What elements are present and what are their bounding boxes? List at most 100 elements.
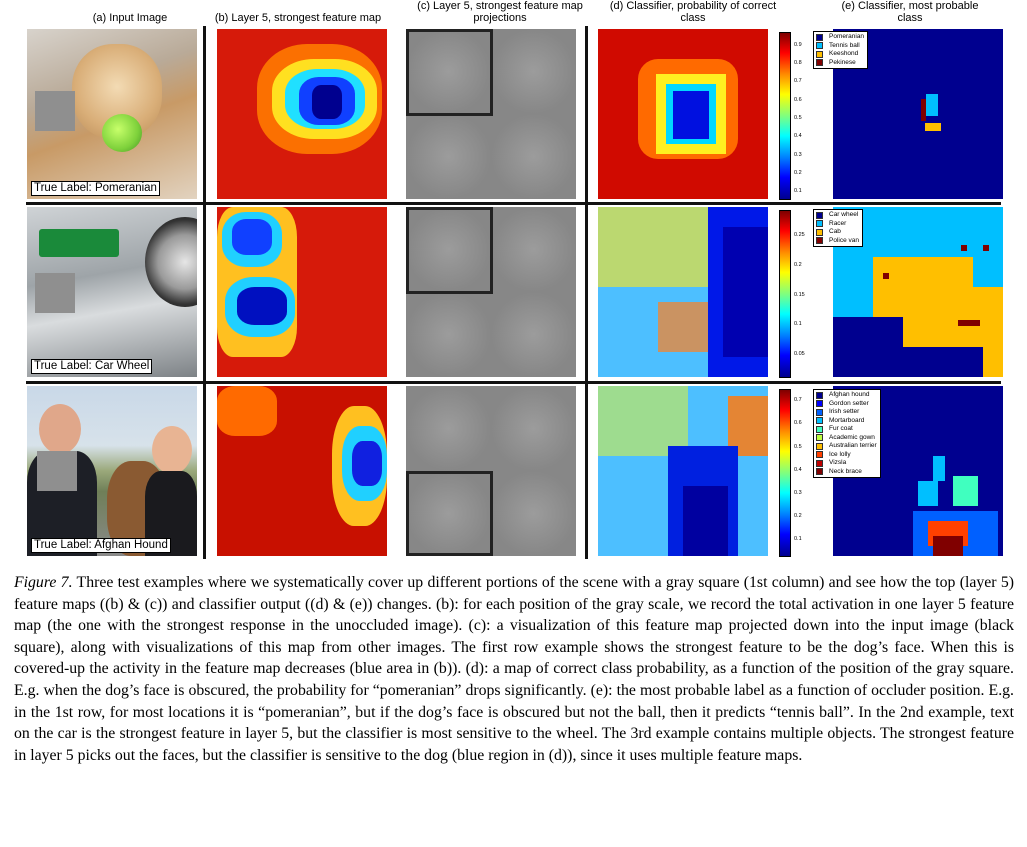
colorbar-tick: 0.2 — [794, 513, 802, 519]
figure-caption: Figure 7. Three test examples where we s… — [14, 572, 1014, 766]
separator-right — [585, 26, 588, 559]
class-region-police — [983, 245, 989, 251]
projection-cell — [406, 207, 491, 292]
column-header-input-image: (a) Input Image — [92, 12, 168, 24]
projection-cell — [491, 207, 576, 292]
probability-map-d — [598, 207, 768, 377]
prob-yellow — [598, 207, 718, 287]
legend-item: Fur coat — [816, 425, 877, 434]
legend-item: Tennis ball — [816, 42, 864, 51]
projection-highlight-box — [406, 207, 493, 294]
legend-row3: Afghan hound Gordon setter Irish setter … — [813, 389, 881, 478]
colorbar-tick: 0.5 — [794, 115, 802, 121]
legend-swatch — [816, 417, 823, 425]
legend-swatch — [816, 220, 823, 228]
separator-left — [203, 26, 206, 559]
prob-darkblue — [723, 227, 768, 357]
colorbar-tick: 0.05 — [794, 351, 805, 357]
true-label: True Label: Afghan Hound — [31, 538, 171, 553]
occluder-square — [37, 451, 77, 491]
colorbar-row3 — [779, 389, 791, 557]
projection-cell — [491, 386, 576, 471]
class-region-police — [883, 273, 889, 279]
column-header-correct-class-prob: (d) Classifier, probability of correct c… — [609, 0, 777, 24]
projections-c — [406, 29, 576, 199]
column-header-projections: (c) Layer 5, strongest feature map proje… — [417, 0, 583, 24]
input-image-pomeranian: True Label: Pomeranian — [27, 29, 197, 199]
class-blob — [921, 99, 926, 121]
legend-item: Vizsla — [816, 459, 877, 468]
legend-row1: Pomeranian Tennis ball Keeshond Pekinese — [813, 31, 869, 69]
colorbar-tick: 0.1 — [794, 536, 802, 542]
column-header-feature-map: (b) Layer 5, strongest feature map — [214, 12, 382, 24]
feature-map-b — [217, 386, 387, 556]
class-blob — [933, 536, 963, 556]
legend-swatch — [816, 408, 823, 416]
legend-item: Afghan hound — [816, 391, 877, 400]
colorbar-tick: 0.1 — [794, 188, 802, 194]
true-label: True Label: Pomeranian — [31, 181, 160, 196]
class-map-e — [833, 207, 1003, 377]
colorbar-row2 — [779, 210, 791, 378]
legend-item: Ice lolly — [816, 451, 877, 460]
legend-swatch — [816, 451, 823, 459]
tennis-ball — [102, 114, 142, 152]
prob-yellow — [598, 386, 688, 456]
feature-map-b — [217, 207, 387, 377]
prob-darkblue — [683, 486, 728, 556]
projections-c — [406, 386, 576, 556]
feature-map-b — [217, 29, 387, 199]
prob-blue — [673, 91, 709, 139]
legend-row2: Car wheel Racer Cab Police van — [813, 209, 863, 247]
colorbar-tick: 0.25 — [794, 232, 805, 238]
legend-swatch — [816, 442, 823, 450]
colorbar-tick: 0.3 — [794, 152, 802, 158]
projection-cell — [406, 471, 491, 556]
class-blob — [926, 94, 938, 106]
heat-darkblue — [237, 287, 287, 325]
row-separator-1 — [26, 202, 1001, 205]
occluder-square — [35, 91, 75, 131]
projection-cell — [406, 386, 491, 471]
projection-cell — [406, 29, 491, 114]
colorbar-tick: 0.3 — [794, 490, 802, 496]
probability-map-d — [598, 29, 768, 199]
class-blob — [953, 476, 978, 506]
projection-cell — [406, 114, 491, 199]
legend-item: Gordon setter — [816, 400, 877, 409]
column-header-most-probable-class: (e) Classifier, most probable class — [841, 0, 979, 24]
colorbar-tick: 0.15 — [794, 292, 805, 298]
legend-item: Neck brace — [816, 468, 877, 477]
legend-item: Car wheel — [816, 211, 859, 220]
legend-swatch — [816, 42, 823, 50]
legend-swatch — [816, 50, 823, 58]
projection-highlight-box — [406, 29, 493, 116]
projection-highlight-box — [406, 471, 493, 556]
input-image-car-wheel: True Label: Car Wheel — [27, 207, 197, 377]
legend-swatch — [816, 59, 823, 67]
legend-swatch — [816, 400, 823, 408]
colorbar-tick: 0.6 — [794, 97, 802, 103]
projection-cell — [406, 292, 491, 377]
legend-swatch — [816, 459, 823, 467]
colorbar-tick: 0.6 — [794, 420, 802, 426]
probability-map-d — [598, 386, 768, 556]
legend-swatch — [816, 425, 823, 433]
colorbar-tick: 0.2 — [794, 170, 802, 176]
projection-cell — [491, 471, 576, 556]
row-separator-2 — [26, 381, 1001, 384]
class-blob — [918, 481, 938, 506]
figure-label: Figure 7. — [14, 574, 73, 591]
colorbar-tick: 0.2 — [794, 262, 802, 268]
legend-item: Police van — [816, 237, 859, 246]
class-blob — [925, 123, 941, 131]
occluder-square — [35, 273, 75, 313]
legend-item: Keeshond — [816, 50, 864, 59]
class-region-carwheel — [833, 317, 903, 377]
class-blob — [933, 456, 945, 481]
legend-item: Mortarboard — [816, 417, 877, 426]
colorbar-tick: 0.1 — [794, 321, 802, 327]
legend-swatch — [816, 434, 823, 442]
colorbar-tick: 0.4 — [794, 467, 802, 473]
input-image-afghan-hound: True Label: Afghan Hound — [27, 386, 197, 556]
